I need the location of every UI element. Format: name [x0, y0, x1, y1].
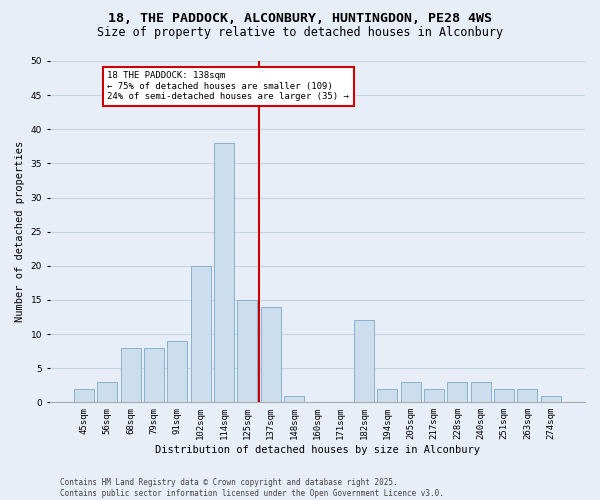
- Bar: [517, 388, 538, 402]
- Text: Size of property relative to detached houses in Alconbury: Size of property relative to detached ho…: [97, 26, 503, 39]
- Bar: [494, 388, 514, 402]
- Y-axis label: Number of detached properties: Number of detached properties: [15, 141, 25, 322]
- Text: 18 THE PADDOCK: 138sqm
← 75% of detached houses are smaller (109)
24% of semi-de: 18 THE PADDOCK: 138sqm ← 75% of detached…: [107, 71, 349, 101]
- Text: Contains HM Land Registry data © Crown copyright and database right 2025.
Contai: Contains HM Land Registry data © Crown c…: [60, 478, 444, 498]
- Bar: [167, 341, 187, 402]
- Bar: [261, 307, 281, 402]
- Bar: [144, 348, 164, 403]
- Bar: [401, 382, 421, 402]
- X-axis label: Distribution of detached houses by size in Alconbury: Distribution of detached houses by size …: [155, 445, 480, 455]
- Bar: [74, 388, 94, 402]
- Bar: [541, 396, 560, 402]
- Bar: [424, 388, 444, 402]
- Text: 18, THE PADDOCK, ALCONBURY, HUNTINGDON, PE28 4WS: 18, THE PADDOCK, ALCONBURY, HUNTINGDON, …: [108, 12, 492, 26]
- Bar: [377, 388, 397, 402]
- Bar: [191, 266, 211, 402]
- Bar: [284, 396, 304, 402]
- Bar: [97, 382, 117, 402]
- Bar: [354, 320, 374, 402]
- Bar: [121, 348, 140, 403]
- Bar: [448, 382, 467, 402]
- Bar: [214, 143, 234, 403]
- Bar: [471, 382, 491, 402]
- Bar: [238, 300, 257, 402]
